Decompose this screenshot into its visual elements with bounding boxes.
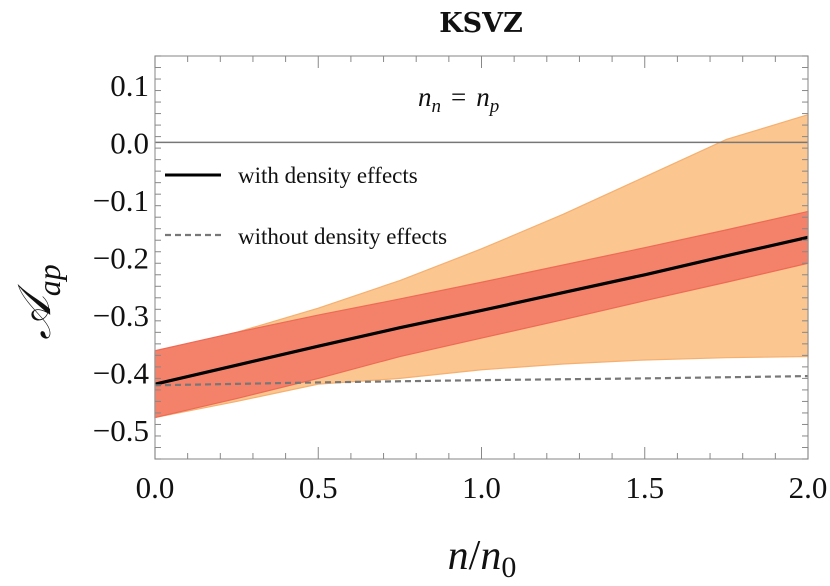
x-tick-label: 0.0: [136, 470, 175, 505]
y-tick-label: −0.2: [93, 241, 149, 276]
ticks: [154, 55, 809, 460]
series-lines: [154, 235, 809, 387]
x-label-sub: 0: [501, 551, 516, 584]
legend-label-with-density: with density effects: [238, 163, 418, 188]
y-tick-label: −0.4: [93, 356, 150, 391]
chart-title: KSVZ: [439, 8, 523, 39]
x-axis-label: n/n0: [448, 533, 517, 584]
y-axis-label: 𝒜ap: [9, 264, 67, 340]
y-tick-label: 0.1: [110, 68, 149, 103]
y-tick-label: −0.5: [93, 413, 149, 448]
legend: with density effects without density eff…: [165, 163, 447, 249]
legend-label-without-density: without density effects: [238, 224, 447, 249]
annotation-rhs-sub: p: [488, 96, 500, 117]
series-line-without-density: [154, 374, 809, 387]
x-tick-label: 1.5: [625, 470, 664, 505]
annotation-lhs-base: n: [418, 82, 432, 112]
series-line-with-density: [154, 235, 809, 386]
y-tick-label: 0.0: [110, 125, 149, 160]
annotation-rhs-base: n: [476, 82, 490, 112]
x-label-base2: n: [480, 533, 501, 579]
y-tick-label: −0.3: [93, 298, 149, 333]
x-tick-label: 1.0: [462, 470, 501, 505]
x-label-slash: /: [469, 533, 481, 579]
uncertainty-bands: [154, 113, 809, 419]
x-label-base: n: [448, 533, 469, 579]
x-tick-label: 2.0: [789, 470, 828, 505]
y-tick-label: −0.1: [93, 183, 149, 218]
annotation-eq: =: [451, 82, 466, 112]
x-tick-label: 0.5: [299, 470, 338, 505]
y-label-sub: ap: [31, 264, 67, 296]
density-annotation: nn = np: [418, 82, 499, 117]
tick-labels: 0.0 0.5 1.0 1.5 2.0 0.1 0.0 −0.1 −0.2 −0.3 −0.4 −0.…: [93, 68, 828, 505]
annotation-lhs-sub: n: [432, 96, 442, 117]
